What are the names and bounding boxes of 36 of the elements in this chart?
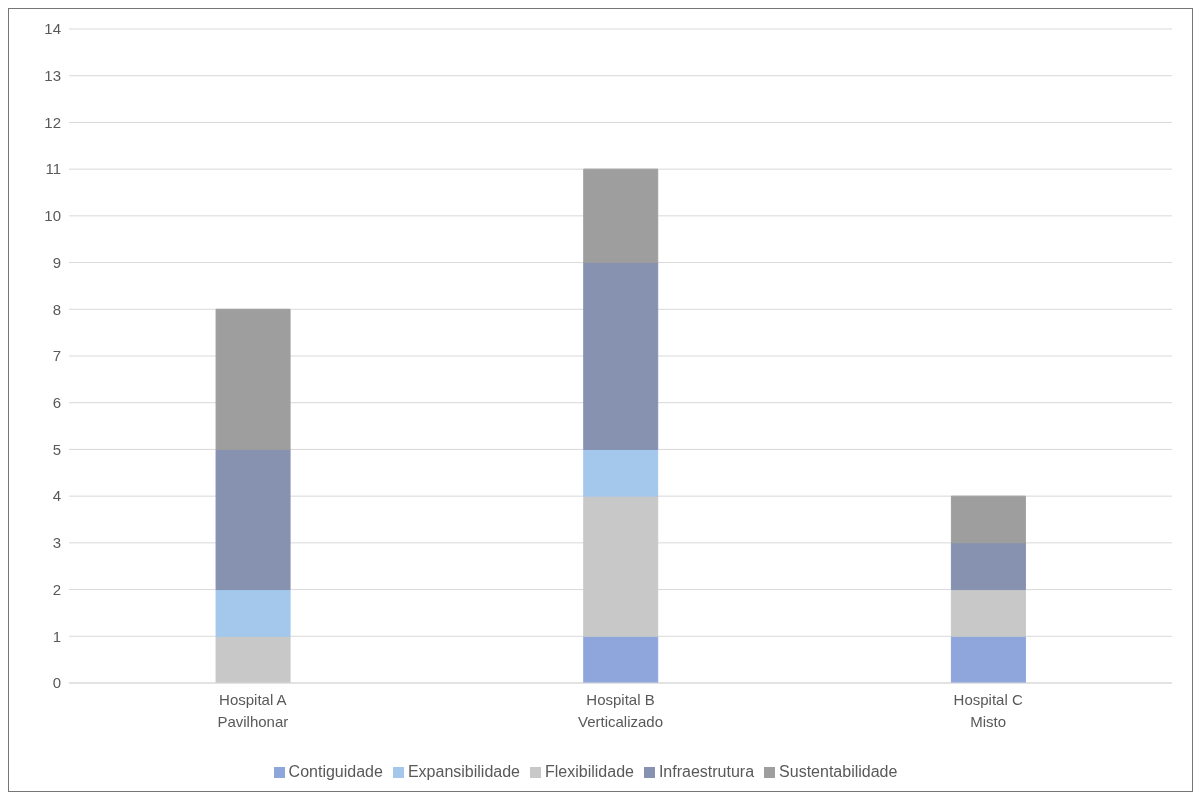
y-tick-label: 14 [44, 20, 61, 38]
x-tick-label: Hospital B Verticalizado [577, 691, 664, 730]
bar [583, 635, 659, 683]
legend-label: Expansibilidade [407, 763, 520, 780]
y-tick-label: 10 [44, 207, 61, 225]
y-tick-label: 4 [52, 487, 61, 505]
y-tick-label: 7 [52, 347, 61, 365]
y-tick-label: 1 [52, 627, 61, 645]
y-tick-label: 3 [52, 534, 61, 552]
bar [583, 448, 659, 497]
legend-label: Sustentabilidade [779, 763, 898, 780]
y-tick-label: 2 [52, 580, 61, 598]
y-tick-label: 9 [52, 253, 61, 271]
bar [950, 495, 1026, 544]
y-tick-label: 12 [44, 113, 61, 131]
y-tick-label: 0 [52, 674, 61, 692]
legend-label: Infraestrutura [658, 763, 755, 780]
legend-label: Contiguidade [288, 763, 383, 780]
bar [215, 448, 291, 591]
bar [583, 262, 659, 450]
x-tick-label: Hospital A Pavilhonar [217, 691, 289, 730]
y-tick-label: 13 [44, 67, 61, 85]
y-tick-label: 6 [52, 394, 61, 412]
bar [215, 308, 291, 450]
y-tick-label: 5 [52, 440, 61, 458]
bar [215, 635, 291, 683]
bar [950, 542, 1026, 591]
bar [950, 635, 1026, 683]
bar [215, 589, 291, 637]
y-tick-label: 8 [52, 300, 61, 318]
legend-label: Flexibilidade [544, 763, 634, 780]
x-tick-label: Hospital C Misto [953, 691, 1023, 730]
bar [583, 168, 659, 264]
bar [950, 589, 1026, 637]
y-tick-label: 11 [45, 160, 61, 178]
bar [583, 495, 659, 637]
